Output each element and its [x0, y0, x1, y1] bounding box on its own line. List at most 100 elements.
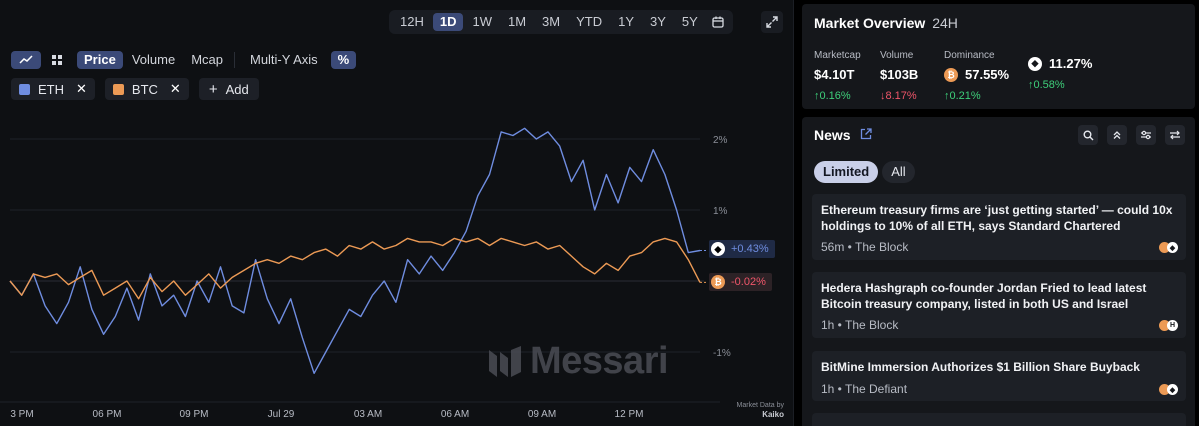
y-tick-label: 1% — [713, 206, 728, 217]
metric-change: ↑0.16% — [814, 90, 851, 102]
eth-coin-icon: ◆ — [711, 242, 725, 256]
credit-line: Market Data by — [736, 402, 784, 409]
btc-last-value: -0.02% — [731, 276, 766, 288]
watermark-text: Messari — [530, 340, 669, 382]
overview-title: Market Overview 24H — [814, 15, 958, 31]
timeframe-1m[interactable]: 1M — [507, 14, 527, 29]
plus-icon: + — [208, 80, 218, 98]
news-item[interactable] — [812, 413, 1186, 426]
btc-coin-icon — [1159, 320, 1170, 331]
filter-settings-icon[interactable] — [1136, 125, 1156, 145]
volume-toggle[interactable]: Volume — [131, 52, 176, 67]
series-chip-eth[interactable]: ETH ✕ — [11, 78, 95, 100]
x-tick-label: 12 PM — [615, 409, 644, 420]
filter-all[interactable]: All — [882, 161, 915, 183]
news-source-icons: H — [1159, 320, 1178, 331]
series-chip-btc[interactable]: BTC ✕ — [104, 78, 189, 100]
btc-coin-icon — [1159, 242, 1170, 253]
news-header: News — [814, 127, 872, 143]
btc-coin-icon: ₿ — [944, 67, 958, 82]
market-overview-card: Market Overview 24H Marketcap $4.10T ↑0.… — [802, 4, 1195, 109]
timeframe-5y[interactable]: 5Y — [681, 14, 698, 29]
price-toggle[interactable]: Price — [77, 51, 123, 69]
filter-limited[interactable]: Limited — [814, 161, 879, 183]
news-headline[interactable]: BitMine Immersion Authorizes $1 Billion … — [821, 360, 1140, 374]
overview-period: 24H — [932, 15, 958, 31]
series-line-btc — [9, 237, 701, 300]
timeframe-3m[interactable]: 3M — [542, 14, 561, 29]
y-tick-label: 2% — [713, 135, 728, 146]
data-credit: Market Data by Kaiko — [724, 401, 784, 419]
swap-icon[interactable] — [1165, 125, 1185, 145]
eth-coin-icon: ◆ — [1167, 384, 1178, 395]
percent-toggle[interactable]: % — [330, 51, 357, 69]
collapse-icon[interactable] — [1107, 125, 1127, 145]
metric-label: Volume — [880, 50, 914, 61]
metric-marketcap: Marketcap $4.10T ↑0.16% — [814, 50, 861, 102]
btc-coin-icon — [1159, 384, 1170, 395]
metric-label: Dominance — [944, 50, 995, 61]
news-card: News Limited All Ethereum treasury — [802, 117, 1195, 426]
series-line-eth — [9, 127, 701, 374]
timeframe-3y[interactable]: 3Y — [650, 14, 666, 29]
line-chart-icon[interactable] — [11, 51, 41, 69]
series-chips: ETH ✕ BTC ✕ + Add — [11, 78, 259, 100]
timeframe-12h[interactable]: 12H — [400, 14, 424, 29]
x-tick-label: 03 AM — [354, 409, 382, 420]
eth-coin-icon: ◆ — [1167, 242, 1178, 253]
metric-change: ↓8.17% — [880, 90, 917, 102]
metric-label: Marketcap — [814, 50, 861, 61]
toolbar-divider — [233, 52, 235, 68]
news-headline[interactable]: Ethereum treasury firms are ‘just gettin… — [821, 203, 1173, 233]
metric-value-row: ◆ 11.27% — [1028, 56, 1092, 71]
metric-value: $103B — [880, 67, 919, 82]
btc-last-value-tag: ₿ -0.02% — [709, 273, 772, 291]
news-item[interactable]: BitMine Immersion Authorizes $1 Billion … — [812, 351, 1186, 401]
expand-icon[interactable] — [761, 11, 783, 33]
news-meta: 56m • The Block — [821, 240, 909, 254]
x-tick-label: 09 AM — [528, 409, 556, 420]
btc-coin-icon: ₿ — [711, 275, 725, 289]
kaiko-logo: Kaiko — [762, 410, 784, 419]
news-source-icons: ◆ — [1159, 384, 1178, 395]
metric-eth-dominance: ◆ 11.27% ↑0.58% — [1028, 50, 1092, 91]
add-series-button[interactable]: + Add — [198, 78, 259, 100]
news-tools — [1069, 125, 1185, 145]
btc-swatch — [112, 83, 124, 95]
calendar-icon[interactable] — [707, 13, 729, 31]
timeframe-1y[interactable]: 1Y — [618, 14, 635, 29]
x-tick-label: Jul 29 — [268, 409, 295, 420]
hbar-coin-icon: H — [1167, 320, 1178, 331]
eth-coin-icon: ◆ — [1028, 56, 1042, 71]
search-icon[interactable] — [1078, 125, 1098, 145]
timeframe-1d[interactable]: 1D — [432, 13, 464, 31]
news-filters: Limited All — [814, 161, 919, 183]
metric-btc-dominance: Dominance ₿ 57.55% ↑0.21% — [944, 50, 1009, 102]
timeframe-ytd[interactable]: YTD — [576, 14, 603, 29]
multi-y-axis-toggle[interactable]: Multi-Y Axis — [249, 52, 318, 67]
metric-volume: Volume $103B ↓8.17% — [880, 50, 918, 102]
series-label-btc: BTC — [131, 81, 158, 97]
mcap-toggle[interactable]: Mcap — [191, 52, 223, 67]
news-title: News — [814, 127, 851, 143]
news-item[interactable]: Hedera Hashgraph co-founder Jordan Fried… — [812, 272, 1186, 338]
metric-change: ↑0.21% — [944, 90, 981, 102]
x-tick-label: 06 PM — [93, 409, 122, 420]
eth-last-value-tag: ◆ +0.43% — [709, 240, 775, 258]
y-tick-label: -1% — [713, 348, 731, 359]
candlestick-icon[interactable] — [47, 51, 67, 69]
timeframe-1w[interactable]: 1W — [472, 14, 492, 29]
metric-value-row: ₿ 57.55% — [944, 67, 1009, 82]
x-tick-label: 09 PM — [180, 409, 209, 420]
news-item[interactable]: Ethereum treasury firms are ‘just gettin… — [812, 194, 1186, 260]
overview-title-text: Market Overview — [814, 15, 926, 31]
metric-value: $4.10T — [814, 67, 855, 82]
news-headline[interactable]: Hedera Hashgraph co-founder Jordan Fried… — [821, 281, 1147, 311]
close-icon[interactable]: ✕ — [169, 81, 181, 96]
series-label-eth: ETH — [38, 81, 64, 97]
add-series-label: Add — [225, 81, 249, 97]
price-chart[interactable]: 2% 1% -1% 3 PM 06 PM 09 PM Jul 29 03 AM 06 AM 09 … — [0, 0, 794, 426]
close-icon[interactable]: ✕ — [76, 81, 87, 96]
external-link-icon[interactable] — [860, 127, 872, 143]
